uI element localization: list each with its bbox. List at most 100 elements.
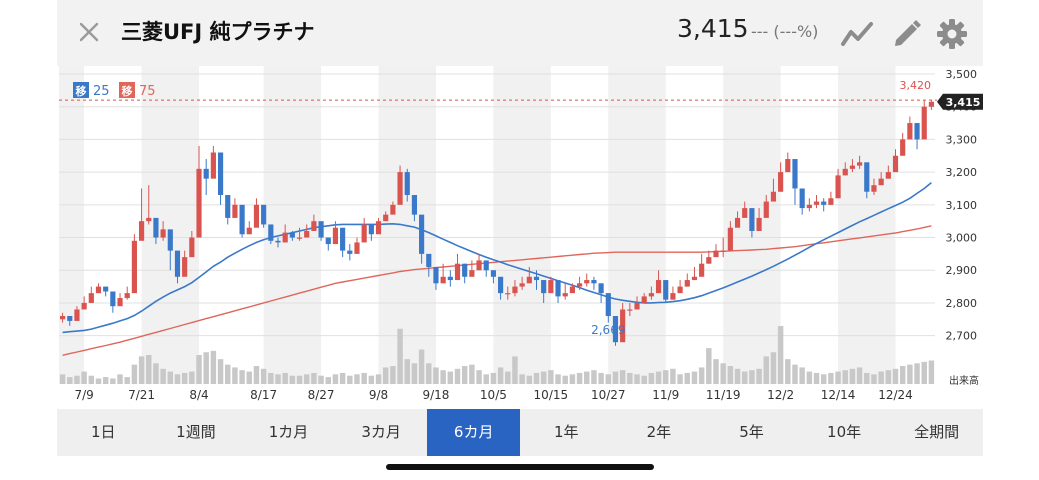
- candle-body: [74, 309, 80, 321]
- volume-bar: [892, 368, 899, 384]
- candle-body: [390, 204, 396, 215]
- tab-0[interactable]: 1日: [91, 423, 116, 441]
- volume-bar: [447, 371, 454, 384]
- chart-band: [59, 66, 85, 384]
- volume-bar: [727, 366, 734, 384]
- candle-body: [296, 237, 303, 239]
- volume-bar: [548, 370, 554, 384]
- x-tick-label: 8/4: [189, 388, 208, 402]
- volume-bar: [418, 349, 425, 384]
- tab-5[interactable]: 1年: [554, 423, 579, 441]
- candle: [770, 178, 777, 202]
- candle-body: [533, 276, 540, 281]
- x-tick-label: 10/27: [591, 388, 626, 402]
- candle-body: [196, 168, 202, 238]
- volume-bar: [777, 326, 784, 384]
- volume-bar: [627, 372, 633, 384]
- candle-body: [332, 227, 339, 245]
- candle: [921, 100, 927, 140]
- candle: [620, 302, 626, 343]
- volume-bar: [411, 363, 418, 384]
- candle-body: [325, 237, 331, 245]
- tab-6[interactable]: 2年: [646, 423, 672, 441]
- volume-bar: [605, 374, 612, 384]
- candle-body: [684, 280, 690, 287]
- tab-3[interactable]: 3カ月: [361, 423, 401, 441]
- legend-prefix: 移: [122, 84, 133, 98]
- volume-bar: [59, 374, 66, 384]
- candle-body: [641, 296, 647, 303]
- candle-body: [419, 214, 425, 254]
- candle-body: [153, 217, 159, 238]
- candle: [706, 250, 712, 264]
- candle: [361, 217, 367, 243]
- candle-body: [727, 227, 733, 251]
- candle: [138, 188, 145, 241]
- candle: [821, 198, 827, 212]
- volume-bar: [375, 374, 382, 384]
- tab-9[interactable]: 全期間: [914, 423, 960, 441]
- tab-1[interactable]: 1週間: [176, 423, 216, 441]
- candle: [526, 266, 532, 284]
- candle: [627, 302, 633, 317]
- volume-bar: [117, 374, 123, 384]
- volume-bar: [914, 363, 920, 384]
- candle: [871, 178, 877, 196]
- candle: [146, 185, 152, 225]
- candle: [117, 293, 123, 307]
- x-tick-label: 11/9: [652, 388, 679, 402]
- volume-bar: [648, 372, 655, 384]
- candle: [440, 263, 446, 284]
- candle-body: [483, 260, 489, 271]
- volume-bar: [928, 360, 935, 384]
- price-change: --- (---%): [751, 22, 819, 41]
- candle: [67, 316, 73, 326]
- candle-body: [569, 286, 575, 294]
- volume-bar: [763, 356, 769, 384]
- gear-icon[interactable]: [935, 18, 969, 50]
- volume-bar: [390, 366, 396, 384]
- candle-body: [268, 224, 274, 241]
- chart-band: [493, 66, 551, 384]
- volume-bar: [734, 368, 741, 384]
- candle: [462, 263, 468, 284]
- candle-body: [634, 302, 640, 310]
- legend-item-ma: 移 25: [73, 82, 110, 99]
- candle: [849, 159, 856, 173]
- volume-bar: [749, 370, 755, 384]
- tab-8[interactable]: 10年: [827, 423, 862, 441]
- pencil-icon[interactable]: [889, 18, 923, 50]
- volume-bar: [246, 371, 253, 384]
- candle: [778, 162, 784, 192]
- candle-body: [404, 172, 410, 196]
- candle-body: [778, 172, 784, 192]
- candle: [533, 270, 540, 290]
- candle-body: [81, 302, 87, 310]
- tab-7[interactable]: 5年: [739, 423, 764, 441]
- volume-bar: [641, 375, 647, 384]
- chart-line-icon[interactable]: [840, 18, 874, 50]
- volume-bar: [540, 371, 547, 384]
- candle-body: [189, 237, 195, 258]
- tab-4[interactable]: 6カ月: [427, 409, 520, 456]
- candle: [756, 208, 762, 231]
- candle: [103, 286, 109, 297]
- tab-2[interactable]: 1カ月: [268, 423, 309, 441]
- candle-body: [670, 293, 676, 300]
- candle: [383, 211, 389, 222]
- volume-bar: [361, 372, 367, 384]
- candle: [864, 162, 870, 199]
- candle-body: [655, 280, 662, 294]
- candle-body: [246, 227, 252, 235]
- candle-body: [498, 276, 504, 294]
- close-icon[interactable]: [75, 18, 103, 46]
- page-title: 三菱UFJ 純プラチナ: [121, 20, 315, 44]
- candle: [340, 227, 346, 258]
- candle-body: [519, 283, 525, 287]
- candle-body: [253, 204, 260, 228]
- volume-bar: [339, 372, 346, 384]
- volume-bar: [95, 378, 102, 384]
- candle: [110, 291, 116, 313]
- volume-bar: [160, 368, 166, 384]
- candle-body: [713, 250, 719, 258]
